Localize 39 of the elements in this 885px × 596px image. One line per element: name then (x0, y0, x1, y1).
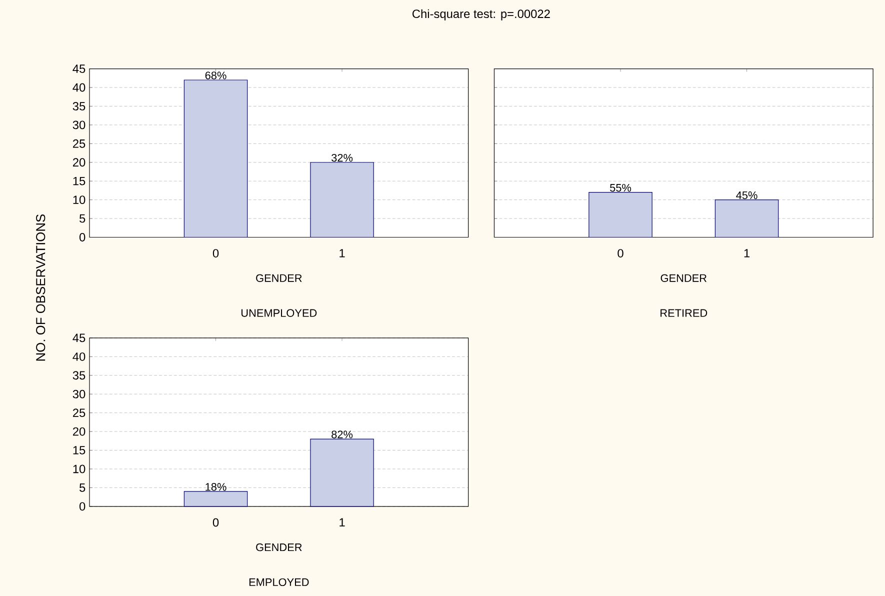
y-tick-label: 45 (72, 334, 86, 342)
chart-title: Chi-square test: p=.00022 (412, 9, 550, 20)
y-tick-label: 5 (80, 214, 86, 223)
y-tick-label: 40 (72, 352, 86, 361)
y-tick-label: 20 (72, 158, 86, 167)
x-tick-label: 0 (618, 249, 624, 258)
annotation: 82% (332, 430, 353, 438)
annotation: 18% (206, 482, 226, 491)
text: RETIRED (660, 309, 708, 317)
y-tick-label: 35 (72, 102, 86, 110)
x-tick-label: 1 (744, 249, 750, 258)
y-tick-label: 25 (72, 408, 86, 417)
x-tick-label: 1 (340, 249, 345, 258)
y-tick-label: 15 (73, 176, 86, 186)
x-tick-label: 1 (340, 518, 345, 526)
x-tick-label: 0 (212, 249, 219, 258)
y-tick-label: 45 (72, 64, 86, 73)
y-tick-label: 40 (72, 83, 86, 92)
y-tick-label: 0 (79, 232, 86, 242)
annotation: 68% (205, 72, 226, 80)
y-axis-title: NO. OF OBSERVATIONS (36, 214, 46, 361)
x-axis-title: GENDER (256, 543, 302, 552)
y-tick-label: 20 (72, 427, 86, 436)
y-tick-label: 5 (80, 483, 86, 492)
y-tick-label: 15 (73, 446, 86, 454)
annotation: 32% (332, 154, 353, 162)
x-axis-title: GENDER (660, 274, 706, 282)
annotation: 55% (610, 184, 632, 192)
text: UNEMPLOYED (241, 309, 317, 317)
text: EMPLOYED (249, 578, 309, 586)
y-tick-label: 10 (73, 464, 86, 474)
y-tick-label: 10 (73, 196, 86, 204)
x-axis-title: GENDER (256, 274, 302, 282)
y-tick-label: 35 (72, 371, 86, 380)
y-tick-label: 30 (72, 390, 86, 398)
y-tick-label: 0 (79, 502, 86, 511)
annotation: 45% (736, 191, 758, 200)
y-tick-label: 30 (72, 120, 86, 130)
y-tick-label: 25 (72, 139, 86, 148)
